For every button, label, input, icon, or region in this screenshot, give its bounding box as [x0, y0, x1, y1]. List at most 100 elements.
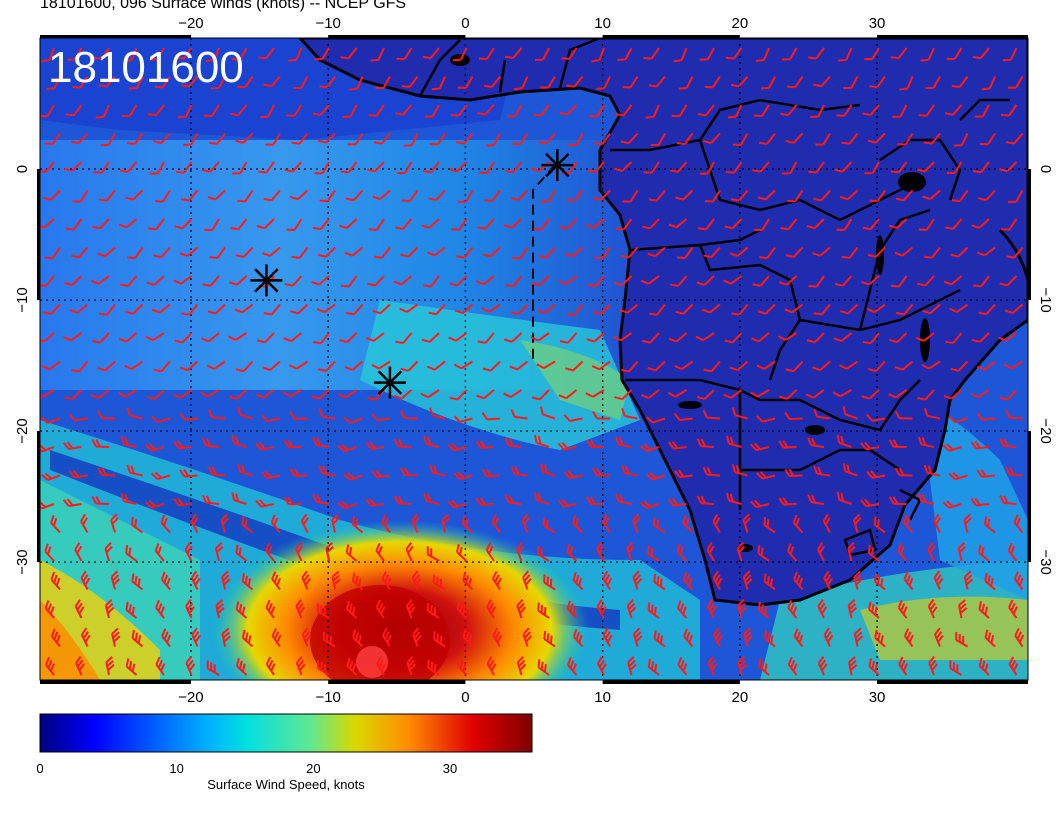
wind-barb [173, 389, 193, 399]
wind-barb [979, 132, 996, 146]
wind-barb [703, 132, 721, 144]
wind-barb [648, 303, 666, 316]
wind-barb [510, 466, 528, 477]
wind-barb [890, 275, 908, 288]
wind-barb [210, 76, 226, 90]
wind-barb [759, 246, 776, 260]
wind-barb [478, 47, 495, 60]
wind-barb [561, 47, 578, 60]
wind-barb [97, 246, 116, 258]
wind-barb [621, 408, 638, 420]
wind-barb [699, 47, 715, 61]
wind-barb [645, 104, 660, 119]
wind-barb [477, 218, 495, 230]
wind-barb [564, 246, 584, 258]
wind-barb [648, 189, 666, 202]
wind-barb [92, 332, 110, 344]
wind-barb [944, 218, 963, 230]
wind-barb [999, 389, 1018, 401]
wind-barb [63, 332, 83, 342]
wind-barb [832, 389, 852, 398]
wind-barb [916, 161, 935, 173]
wind-barb [154, 75, 171, 89]
wind-barb [780, 104, 798, 117]
wind-barb [481, 303, 501, 313]
colorbar-tick-label: 30 [443, 761, 457, 776]
wind-barb [974, 104, 990, 118]
wind-barb [536, 360, 556, 370]
wind-barb [453, 415, 473, 423]
wind-barb [95, 104, 110, 119]
wind-barb [149, 47, 165, 61]
wind-barb [421, 332, 440, 343]
wind-barb [670, 275, 688, 287]
wind-barb [318, 408, 336, 420]
wind-barb [813, 465, 831, 477]
wind-barb [91, 495, 110, 505]
wind-barb [840, 303, 859, 315]
wind-barb [648, 75, 666, 88]
wind-barb [977, 360, 996, 371]
wind-barb [120, 436, 137, 448]
wind-barb [367, 275, 385, 287]
wind-barb [1008, 190, 1024, 203]
wind-barb [344, 246, 364, 257]
wind-barb [393, 438, 412, 448]
wind-barb [559, 218, 578, 230]
wind-barb [981, 76, 996, 91]
wind-barb [704, 189, 721, 203]
wind-barb [645, 416, 666, 424]
africa-landmass [297, 38, 1028, 607]
wind-barb [953, 133, 969, 147]
wind-barb [126, 246, 144, 260]
wind-barb [200, 389, 220, 398]
wind-barb [888, 389, 908, 399]
wind-barb [889, 218, 908, 229]
wind-barb [453, 360, 474, 370]
wind-barb [591, 47, 605, 63]
wind-barb [67, 47, 83, 61]
wind-barb [592, 189, 611, 201]
wind-barb [756, 471, 776, 480]
wind-barb [978, 303, 996, 316]
wind-barb [785, 246, 804, 258]
wind-barb [232, 161, 248, 175]
wind-barb [943, 389, 963, 400]
wind-barb [207, 466, 226, 477]
wind-barb [151, 471, 171, 481]
wind-barb [126, 464, 143, 477]
wind-barb [807, 437, 825, 448]
wind-barb [447, 442, 467, 452]
graticule [40, 38, 1028, 680]
wind-barb [563, 414, 583, 422]
wind-barb [40, 161, 55, 173]
wind-barb [972, 47, 990, 60]
wind-barb [64, 389, 83, 401]
wind-barb [1005, 466, 1023, 477]
wind-barb [589, 104, 605, 118]
wind-barb [559, 104, 578, 116]
wind-barb [592, 468, 610, 477]
wind-barb [179, 360, 199, 372]
wind-barb [586, 332, 605, 343]
wind-barb [483, 75, 501, 88]
wind-barb [702, 466, 721, 477]
wind-barb [209, 132, 226, 145]
wind-barb [421, 218, 440, 229]
wind-barb [862, 104, 880, 116]
wind-barb [203, 104, 220, 118]
wind-barb [669, 161, 688, 173]
wind-barb [339, 218, 358, 229]
wind-barb [813, 75, 831, 88]
wind-barb [260, 104, 275, 119]
wind-barb [895, 303, 914, 316]
wind-barb [62, 441, 82, 451]
wind-barb [100, 133, 116, 146]
wind-barb [668, 332, 688, 343]
wind-barb [40, 275, 55, 288]
wind-barb [614, 389, 633, 401]
wind-barb [566, 189, 584, 202]
wind-barb [265, 132, 281, 146]
wind-barb [806, 332, 825, 344]
wind-barb [894, 410, 913, 420]
